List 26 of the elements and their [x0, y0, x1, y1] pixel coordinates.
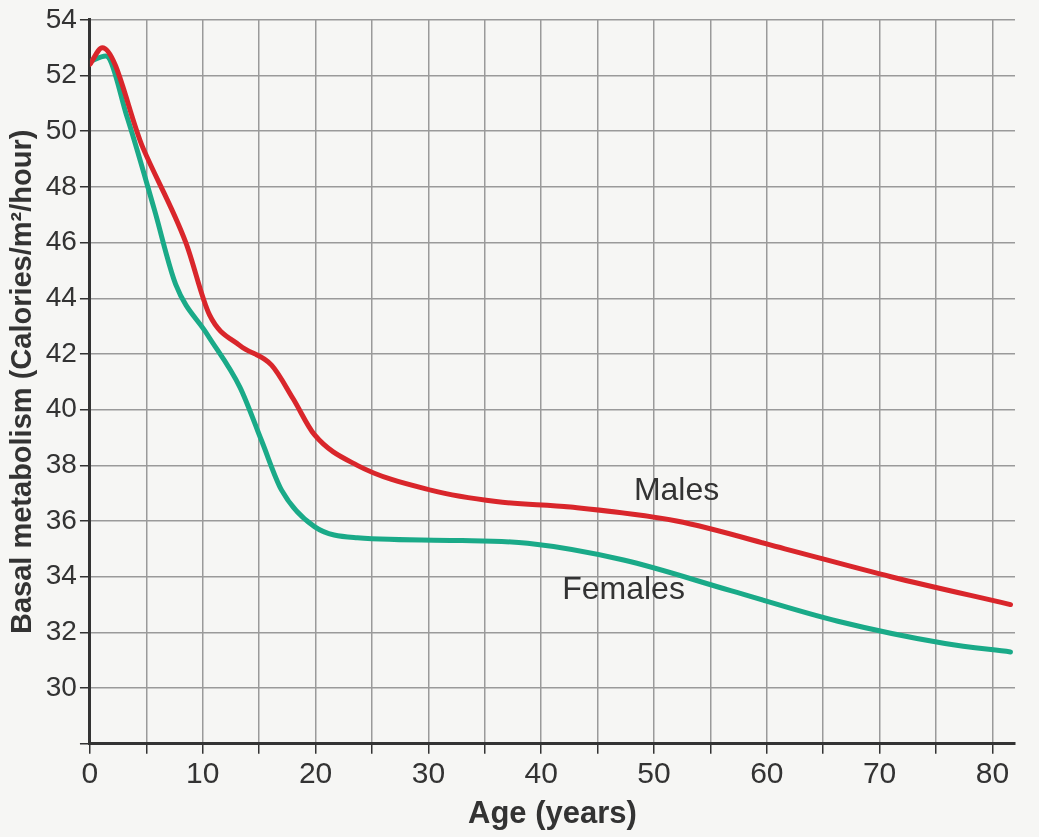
y-tick-label: 40 [45, 392, 77, 424]
y-tick-label: 54 [45, 2, 77, 34]
y-tick-label: 46 [45, 225, 77, 257]
y-tick-label: 32 [45, 615, 77, 647]
x-tick-label: 20 [298, 756, 333, 790]
y-tick-label: 30 [45, 670, 77, 702]
x-tick-label: 50 [637, 756, 671, 790]
y-tick-label: 48 [45, 169, 77, 201]
series-label: Females [562, 569, 685, 606]
y-tick-label: 34 [45, 559, 77, 591]
x-tick-label: 10 [186, 756, 220, 790]
series-label: Males [633, 470, 720, 507]
x-tick-label: 30 [411, 756, 446, 790]
x-tick-label: 80 [975, 756, 1010, 790]
x-tick-label: 40 [524, 756, 558, 790]
y-tick-label: 42 [45, 336, 77, 368]
x-tick-label: 60 [750, 756, 784, 790]
y-tick-label: 36 [45, 503, 77, 535]
y-tick-label: 44 [45, 280, 77, 312]
x-axis-title: Age (years) [468, 794, 637, 830]
y-tick-label: 50 [45, 113, 77, 145]
y-tick-label: 52 [45, 58, 77, 90]
y-axis-title: Basal metabolism (Calories/m²/hour) [5, 129, 38, 634]
x-tick-label: 0 [81, 756, 99, 790]
x-tick-label: 70 [862, 756, 897, 790]
y-tick-label: 38 [45, 448, 77, 480]
